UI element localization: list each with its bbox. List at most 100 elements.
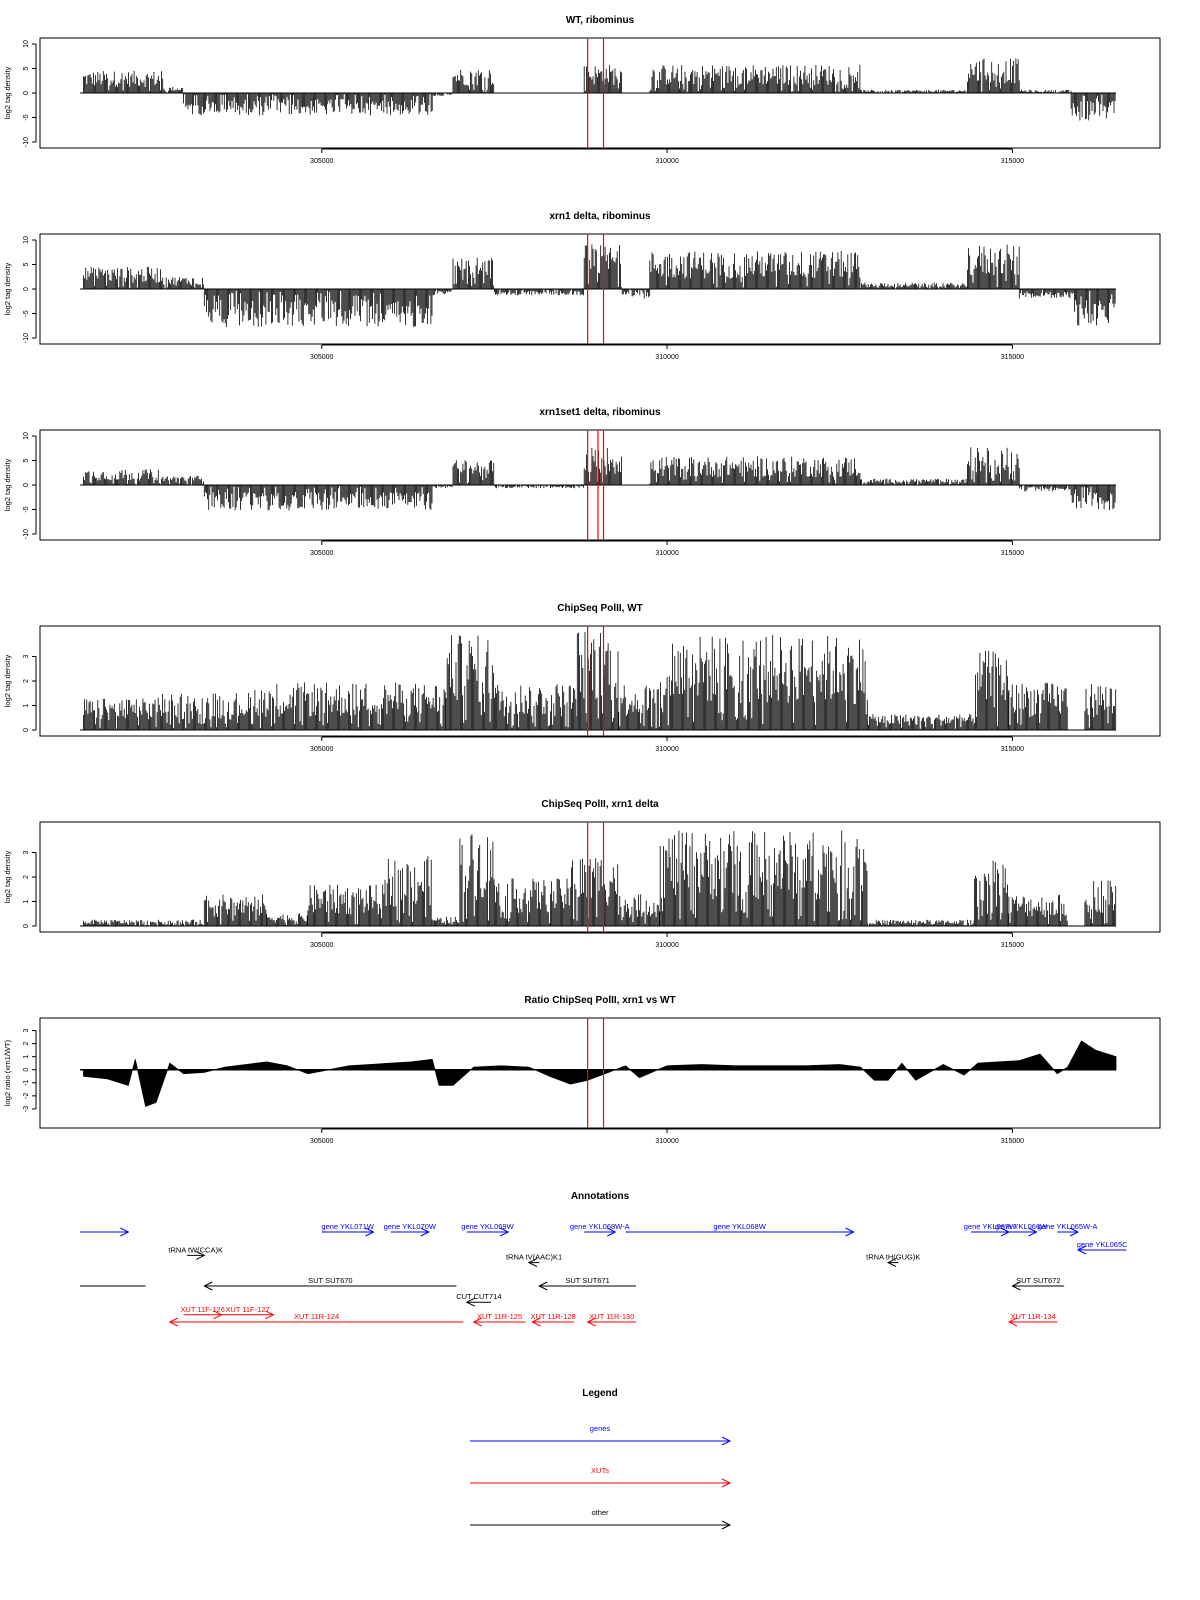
annotation-label: tRNA tV(AAC)K1 (506, 1253, 562, 1262)
annotation-xut-11r-128: XUT 11R-128 (531, 1312, 576, 1327)
x-tick-label: 310000 (655, 550, 678, 557)
annotation-label: gene YKL066W (995, 1222, 1048, 1231)
annotation-gene-ykl068w-a: gene YKL068W-A (570, 1222, 630, 1237)
annotation-xut-11r-134: XUT 11R-134 (1007, 1312, 1058, 1327)
legend-item-xuts: XUTs (470, 1466, 732, 1488)
annotation-xut-11f-126: XUT 11F-126 (180, 1305, 225, 1320)
panel-title: ChipSeq PolII, WT (557, 603, 643, 614)
track-panel-wt-ribominus: WT, ribominus -10 -5 0 5 10 log2 tag density 30… (3, 15, 1161, 165)
y-tick-label: 5 (23, 66, 30, 70)
annotation-label: XUT 11R-125 (477, 1312, 522, 1321)
annotation-label: gene YKL070W (384, 1222, 437, 1231)
annotation-label: SUT SUT672 (1016, 1276, 1060, 1285)
track-panel-ratio-chipseq-polii-xrn1-vs-wt: Ratio ChipSeq PolII, xrn1 vs WT -3 -2 -1 0 1 2… (3, 995, 1161, 1145)
legend-item-other: other (470, 1508, 732, 1530)
annotation-gene-ykl068w: gene YKL068W (625, 1222, 855, 1237)
annotation-feature-0 (80, 1227, 130, 1237)
bar-series (83, 58, 1116, 121)
y-tick-label: 0 (23, 1068, 30, 1072)
y-tick-label: 2 (23, 1042, 30, 1046)
y-axis-label: log2 tag density (3, 850, 12, 903)
legend-title: Legend (582, 1388, 618, 1399)
y-tick-label: -5 (23, 114, 30, 120)
y-tick-label: -10 (23, 137, 30, 147)
panel-title: xrn1set1 delta, ribominus (539, 407, 661, 418)
annotations-track: Annotations gene YKL071W gene YKL070W gene … (80, 1191, 1128, 1327)
y-tick-label: 0 (23, 91, 30, 95)
panel-title: Ratio ChipSeq PolII, xrn1 vs WT (524, 995, 675, 1006)
y-tick-label: 1 (23, 1055, 30, 1059)
y-tick-label: 2 (23, 679, 30, 683)
bars (83, 830, 1117, 926)
y-tick-label: 3 (23, 850, 30, 854)
annotation-label: gene YKL071W (321, 1222, 374, 1231)
x-tick-label: 315000 (1001, 354, 1024, 361)
bars (83, 447, 1116, 511)
bar-series (83, 447, 1116, 511)
annotation-label: tRNA tH(GUG)K (866, 1253, 920, 1262)
annotation-label: XUT 11R-124 (294, 1312, 339, 1321)
y-tick-label: -2 (23, 1093, 30, 1099)
y-tick-label: 0 (23, 924, 30, 928)
bar-series (83, 830, 1117, 926)
legend-item-genes: genes (470, 1424, 732, 1446)
y-tick-label: 10 (23, 236, 30, 244)
x-tick-label: 305000 (310, 1138, 333, 1145)
annotation-label: XUT 11R-128 (531, 1312, 576, 1321)
annotation-trna-tw-cca-k: tRNA tW(CCA)K (168, 1245, 223, 1260)
track-panel-chipseq-polii-wt: ChipSeq PolII, WT 0 1 2 3 log2 tag density 305… (3, 603, 1161, 753)
y-axis-label: log2 tag density (3, 262, 12, 315)
annotation-xut-11r-130: XUT 11R-130 (586, 1312, 636, 1327)
y-tick-label: 3 (23, 654, 30, 658)
panel-title: ChipSeq PolII, xrn1 delta (541, 799, 659, 810)
x-tick-label: 310000 (655, 158, 678, 165)
plot-frame (39, 1017, 1161, 1129)
area-series (83, 1040, 1117, 1107)
track-panel-chipseq-polii-xrn1-delta: ChipSeq PolII, xrn1 delta 0 1 2 3 log2 tag de… (3, 799, 1161, 949)
bar-series (83, 244, 1116, 327)
y-tick-label: 10 (23, 40, 30, 48)
annotation-label: CUT CUT714 (456, 1292, 501, 1301)
annotation-trna-tv-aac-k1: tRNA tV(AAC)K1 (506, 1253, 562, 1268)
annotation-label: gene YKL065C (1077, 1240, 1128, 1249)
plot-frame (39, 625, 1161, 737)
annotation-label: XUT 11F-127 (225, 1305, 269, 1314)
legend-label: genes (590, 1424, 611, 1433)
x-tick-label: 305000 (310, 550, 333, 557)
panel-title: xrn1 delta, ribominus (549, 211, 651, 222)
annotation-label: gene YKL069W (461, 1222, 514, 1231)
y-axis-label: log2 tag density (3, 66, 12, 119)
bar-series (83, 632, 1117, 730)
y-tick-label: -10 (23, 333, 30, 343)
bars (83, 244, 1116, 327)
y-tick-label: -5 (23, 310, 30, 316)
y-tick-label: 3 (23, 1028, 30, 1032)
annotation-gene-ykl065w-a: gene YKL065W-A (1038, 1222, 1098, 1237)
y-tick-label: 1 (23, 899, 30, 903)
annotation-label: gene YKL065W-A (1038, 1222, 1098, 1231)
legend-label: XUTs (591, 1466, 609, 1475)
x-tick-label: 310000 (655, 354, 678, 361)
annotation-sut-sut671: SUT SUT671 (538, 1276, 636, 1291)
x-tick-label: 305000 (310, 942, 333, 949)
annotations-title: Annotations (571, 1191, 630, 1202)
annotation-xut-11f-127: XUT 11F-127 (221, 1305, 275, 1320)
x-tick-label: 310000 (655, 1138, 678, 1145)
x-tick-label: 305000 (310, 746, 333, 753)
x-tick-label: 305000 (310, 158, 333, 165)
annotation-sut-sut672: SUT SUT672 (1011, 1276, 1065, 1291)
x-tick-label: 315000 (1001, 942, 1024, 949)
bars (83, 632, 1117, 730)
y-tick-label: 0 (23, 728, 30, 732)
plot-frame (39, 429, 1161, 541)
annotation-gene-ykl066w: gene YKL066W (995, 1222, 1048, 1237)
plot-frame (39, 37, 1161, 149)
x-tick-label: 315000 (1001, 746, 1024, 753)
y-tick-label: -10 (23, 529, 30, 539)
legend: Legend genes XUTs other (470, 1388, 732, 1530)
annotation-cut-cut714: CUT CUT714 (456, 1292, 502, 1307)
y-tick-label: -3 (23, 1106, 30, 1112)
x-tick-label: 315000 (1001, 1138, 1024, 1145)
